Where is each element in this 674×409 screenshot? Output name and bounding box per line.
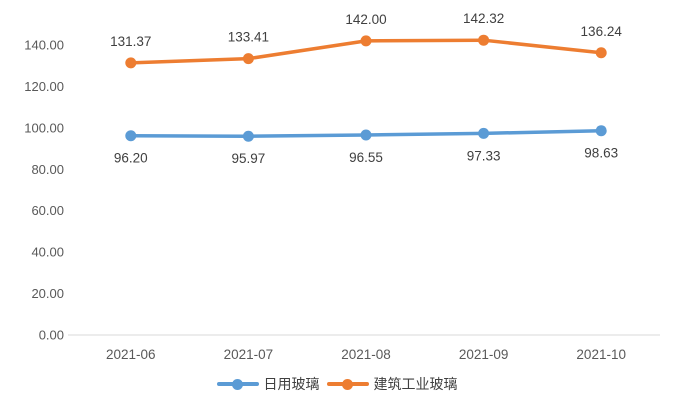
y-tick-label: 40.00 bbox=[31, 245, 64, 260]
data-label: 142.32 bbox=[463, 11, 504, 26]
data-label: 131.37 bbox=[110, 34, 151, 49]
x-tick-label: 2021-10 bbox=[576, 347, 626, 362]
legend-label: 建筑工业玻璃 bbox=[373, 376, 458, 392]
y-tick-label: 120.00 bbox=[24, 79, 64, 94]
x-tick-label: 2021-07 bbox=[224, 347, 274, 362]
data-label: 136.24 bbox=[581, 24, 623, 39]
y-tick-label: 20.00 bbox=[31, 286, 64, 301]
y-tick-label: 0.00 bbox=[39, 328, 64, 343]
data-label: 97.33 bbox=[467, 148, 501, 163]
legend-line-marker-icon bbox=[326, 378, 369, 390]
data-label: 142.00 bbox=[345, 12, 386, 27]
data-label: 96.55 bbox=[349, 150, 383, 165]
data-point bbox=[595, 125, 607, 137]
data-label: 133.41 bbox=[228, 30, 269, 45]
x-tick-label: 2021-06 bbox=[106, 347, 156, 362]
data-point bbox=[360, 129, 372, 141]
data-point bbox=[242, 53, 254, 65]
y-tick-label: 60.00 bbox=[31, 203, 64, 218]
legend-line-marker-icon bbox=[216, 378, 259, 390]
chart-legend: 日用玻璃 建筑工业玻璃 bbox=[0, 377, 674, 391]
y-tick-label: 80.00 bbox=[31, 162, 64, 177]
data-point bbox=[478, 127, 490, 139]
data-label: 96.20 bbox=[114, 151, 148, 166]
legend-item: 建筑工业玻璃 bbox=[326, 376, 458, 392]
data-point bbox=[595, 47, 607, 59]
legend-item: 日用玻璃 bbox=[216, 376, 320, 392]
data-point bbox=[242, 130, 254, 142]
data-point bbox=[125, 57, 137, 69]
data-point bbox=[360, 35, 372, 47]
data-point bbox=[478, 34, 490, 46]
data-label: 98.63 bbox=[584, 146, 618, 161]
data-label: 95.97 bbox=[232, 151, 266, 166]
x-tick-label: 2021-09 bbox=[459, 347, 509, 362]
y-tick-label: 140.00 bbox=[24, 38, 64, 53]
legend-label: 日用玻璃 bbox=[263, 376, 320, 392]
data-point bbox=[125, 130, 137, 142]
y-tick-label: 100.00 bbox=[24, 120, 64, 135]
x-tick-label: 2021-08 bbox=[341, 347, 391, 362]
